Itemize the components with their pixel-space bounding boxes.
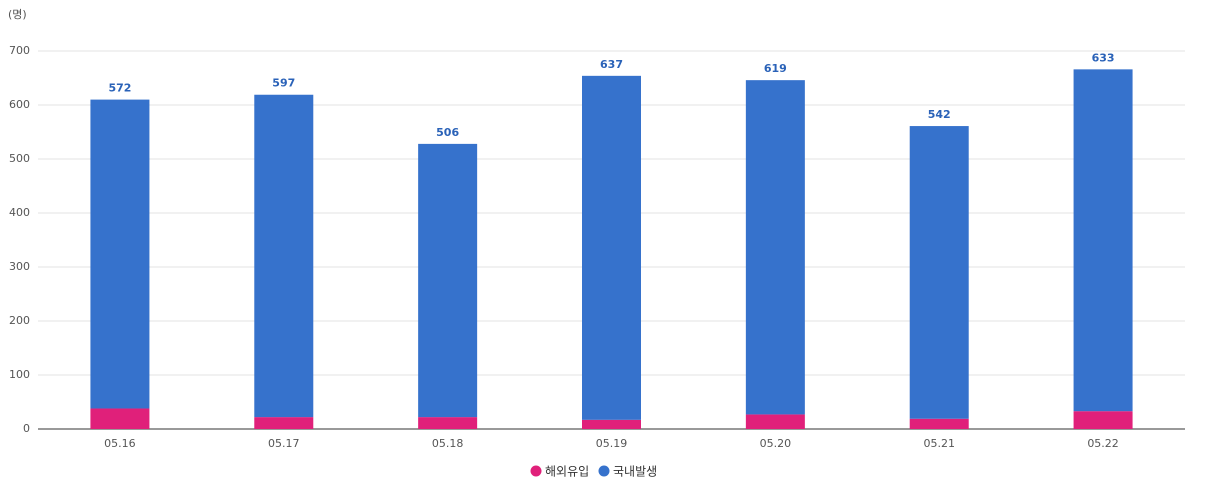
bar-segment — [254, 417, 314, 429]
y-axis-label: (명) — [8, 8, 27, 21]
value-label: 633 — [1092, 51, 1115, 64]
y-tick-label: 0 — [23, 422, 30, 435]
y-tick-label: 500 — [9, 152, 30, 165]
bar-segment — [418, 417, 478, 429]
x-tick-label: 05.22 — [1087, 437, 1119, 450]
value-label: 637 — [600, 58, 623, 71]
bar-segment — [90, 99, 150, 409]
value-label: 597 — [272, 77, 295, 90]
x-tick-label: 05.21 — [923, 437, 955, 450]
legend-marker — [530, 465, 542, 477]
bar-segment — [745, 80, 805, 415]
y-tick-label: 100 — [9, 368, 30, 381]
bar-segment — [909, 126, 969, 419]
y-tick-label: 700 — [9, 44, 30, 57]
bar-segment — [582, 75, 641, 420]
y-tick-label: 300 — [9, 260, 30, 273]
bar-segment — [582, 419, 641, 429]
x-tick-label: 05.17 — [268, 437, 300, 450]
x-tick-label: 05.18 — [432, 437, 464, 450]
value-label: 542 — [928, 108, 951, 121]
legend-marker — [598, 465, 610, 477]
y-tick-label: 200 — [9, 314, 30, 327]
value-label: 572 — [108, 82, 131, 95]
y-tick-label: 600 — [9, 98, 30, 111]
legend-label: 국내발생 — [613, 465, 657, 479]
y-tick-label: 400 — [9, 206, 30, 219]
bar-segment — [90, 408, 150, 429]
bar-segment — [745, 414, 805, 429]
x-tick-label: 05.19 — [596, 437, 628, 450]
bar-segment — [418, 143, 478, 418]
x-tick-label: 05.16 — [104, 437, 136, 450]
value-label: 619 — [764, 62, 787, 75]
legend-label: 해외유입 — [545, 465, 589, 479]
bar-segment — [1073, 69, 1133, 412]
value-label: 506 — [436, 126, 459, 139]
bar-segment — [909, 418, 969, 429]
bar-segment — [254, 94, 314, 418]
bar-segment — [1073, 411, 1133, 429]
x-tick-label: 05.20 — [760, 437, 792, 450]
